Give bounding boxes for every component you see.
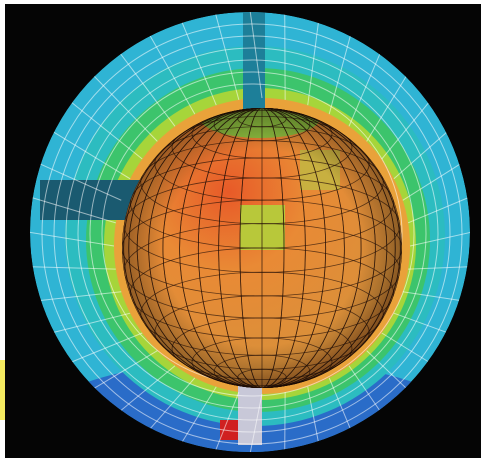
sphere-shade bbox=[122, 108, 402, 388]
cutaway-slot bbox=[238, 385, 262, 445]
edge-strip bbox=[0, 360, 5, 420]
page: (() => { const data = JSON.parse(documen… bbox=[0, 0, 486, 464]
visualization bbox=[0, 0, 486, 464]
